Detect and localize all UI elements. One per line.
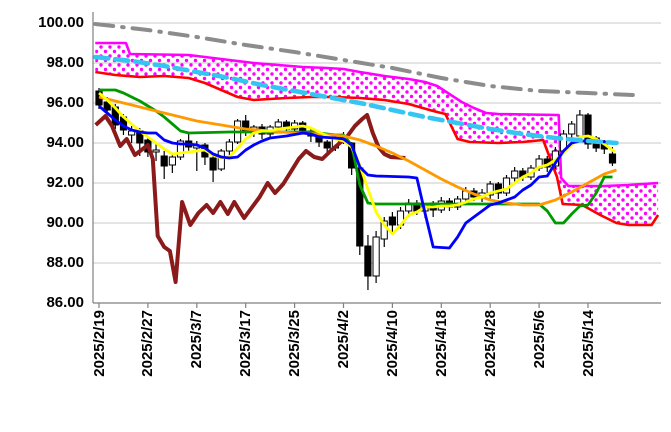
ichimoku-cloud-fill [95, 43, 659, 225]
candle-2025/4/8 [372, 236, 380, 277]
overlay-ma25-line [98, 95, 617, 207]
x-axis-tick-label: 2025/3/25 [286, 310, 304, 377]
x-axis-tick-label: 2025/5/6 [530, 310, 548, 369]
axes [92, 12, 661, 308]
x-axis-tick-label: 2025/3/7 [188, 310, 206, 369]
candle-2025/5/13 [576, 114, 584, 137]
candle-2025/2/28 [152, 149, 160, 153]
candle-2025/3/13 [225, 141, 234, 152]
candle-2025/4/10 [388, 216, 396, 226]
overlay-tenkan-line [98, 104, 616, 250]
candle-2025/5/19 [608, 153, 617, 164]
candle-2025/5/12 [568, 123, 576, 135]
candle-2025/4/28 [486, 183, 494, 196]
candle-2025/3/4 [168, 156, 177, 166]
candle-2025/3/5 [176, 140, 185, 158]
y-axis-tick-label: 88.00 [46, 254, 84, 271]
x-axis-tick-label: 2025/2/27 [139, 310, 157, 377]
x-axis-tick-label: 2025/4/10 [383, 310, 401, 377]
x-axis-tick-label: 2025/3/17 [237, 310, 255, 377]
y-axis-tick-label: 92.00 [46, 174, 84, 191]
overlay-chikou-line [94, 113, 406, 284]
candle-2025/5/1 [511, 170, 519, 179]
x-axis-tick-label: 2025/4/28 [481, 310, 499, 377]
x-axis-tick-label: 2025/5/14 [579, 310, 597, 377]
candle-2025/3/21 [274, 121, 282, 128]
candle-2025/3/31 [323, 141, 331, 149]
y-axis-tick-label: 90.00 [46, 214, 84, 231]
candle-2025/3/11 [209, 157, 217, 171]
candle-2025/3/12 [217, 150, 225, 170]
y-axis-tick-label: 94.00 [46, 134, 84, 151]
y-axis-tick-label: 86.00 [46, 294, 84, 311]
x-axis-tick-label: 2025/2/19 [90, 310, 108, 377]
overlay-ma200-line [93, 22, 635, 97]
candle-2025/2/20 [103, 101, 111, 111]
x-axis-tick-label: 2025/4/2 [335, 310, 352, 369]
candle-2025/4/29 [494, 183, 502, 194]
y-axis-tick-label: 98.00 [46, 54, 84, 71]
candle-2025/4/7 [364, 245, 372, 277]
candle-2025/5/14 [584, 114, 592, 145]
x-axis-tick-label: 2025/4/18 [432, 310, 450, 377]
overlay-ma75-line [93, 54, 619, 146]
y-axis-tick-label: 96.00 [46, 94, 84, 111]
candle-2025/3/3 [160, 155, 168, 167]
y-axis-tick-label: 100.00 [38, 14, 84, 31]
